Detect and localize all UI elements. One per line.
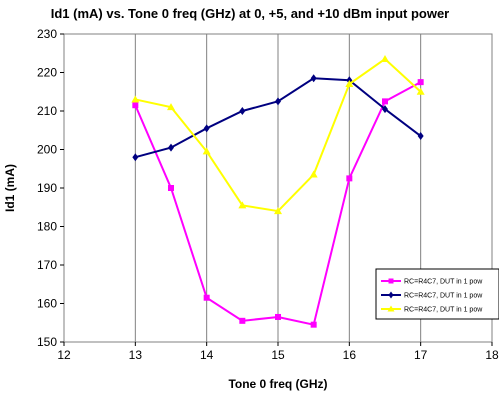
series-2 — [132, 74, 424, 162]
x-axis-label: Tone 0 freq (GHz) — [228, 377, 327, 391]
data-point — [239, 107, 246, 115]
y-tick-label: 220 — [37, 66, 57, 80]
legend-marker — [388, 291, 394, 299]
data-point — [202, 147, 211, 155]
x-tick-label: 18 — [485, 348, 499, 362]
y-tick-label: 160 — [37, 297, 57, 311]
y-tick-label: 200 — [37, 143, 57, 157]
data-point — [239, 317, 246, 324]
y-axis-label: Id1 (mA) — [3, 164, 17, 212]
legend-label: RC=R4C7, DUT in 1 pow — [404, 279, 483, 286]
data-point — [131, 95, 140, 103]
x-tick-label: 14 — [200, 348, 214, 362]
data-point — [275, 97, 281, 106]
data-point — [132, 153, 139, 162]
legend-marker — [388, 278, 394, 284]
data-point — [417, 132, 424, 141]
y-tick-label: 230 — [37, 27, 57, 41]
data-point — [382, 105, 388, 114]
series-3 — [131, 55, 425, 215]
data-point — [168, 185, 174, 191]
x-tick-label: 13 — [129, 348, 143, 362]
y-tick-label: 210 — [37, 104, 57, 118]
legend-label: RC=R4C7, DUT in 1 pow — [404, 307, 483, 314]
x-axis: 12 13 14 15 16 17 18 — [57, 342, 499, 362]
data-point — [167, 103, 175, 111]
data-point — [275, 313, 281, 320]
x-tick-label: 15 — [271, 348, 285, 362]
y-tick-label: 150 — [37, 335, 57, 349]
data-point — [274, 207, 282, 215]
legend-entry: RC=R4C7, DUT in 1 pow — [381, 305, 483, 314]
data-point — [416, 87, 425, 95]
x-tick-label: 17 — [414, 348, 428, 362]
data-point — [345, 80, 354, 88]
data-point — [238, 201, 247, 209]
legend-entry: RC=R4C7, DUT in 1 pow — [381, 278, 483, 286]
data-point — [310, 74, 317, 83]
data-point — [381, 55, 389, 63]
data-point — [203, 294, 210, 301]
data-point — [310, 321, 317, 328]
legend-label: RC=R4C7, DUT in 1 pow — [404, 293, 483, 300]
series-1 — [132, 79, 424, 328]
y-tick-label: 190 — [37, 181, 57, 195]
x-tick-label: 16 — [343, 348, 357, 362]
series-group — [131, 55, 425, 328]
y-tick-label: 170 — [37, 258, 57, 272]
data-point — [203, 124, 210, 133]
data-point — [168, 143, 174, 152]
y-axis: 150 160 170 180 190 200 210 220 230 — [37, 27, 64, 349]
data-point — [382, 98, 388, 105]
data-point — [417, 79, 424, 86]
y-tick-label: 180 — [37, 220, 57, 234]
legend-marker — [387, 305, 395, 312]
data-point — [309, 170, 318, 178]
chart-title: Id1 (mA) vs. Tone 0 freq (GHz) at 0, +5,… — [51, 6, 450, 21]
legend: RC=R4C7, DUT in 1 pow RC=R4C7, DUT in 1 p… — [375, 268, 499, 320]
x-tick-label: 12 — [57, 348, 71, 362]
data-point — [346, 175, 353, 182]
data-point — [132, 102, 139, 109]
legend-entry: RC=R4C7, DUT in 1 pow — [381, 291, 483, 300]
